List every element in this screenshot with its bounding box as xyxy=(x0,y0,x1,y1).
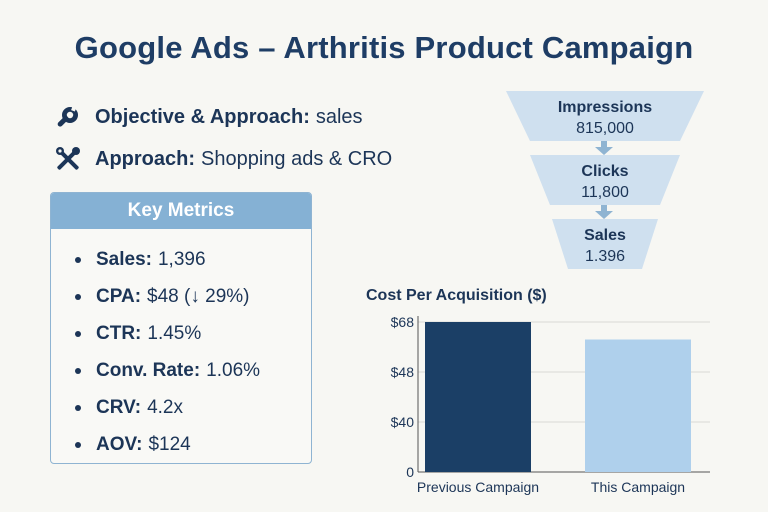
funnel-shape xyxy=(552,219,658,269)
bullet-icon xyxy=(75,367,81,374)
metric-label: CPA: xyxy=(96,285,142,307)
bullet-icon xyxy=(75,256,81,263)
bullet-icon xyxy=(75,441,81,448)
arrow-down-icon xyxy=(595,205,613,219)
funnel-value: 11,800 xyxy=(581,184,629,201)
funnel-label: Impressions xyxy=(557,99,653,116)
key-metrics-header: Key Metrics xyxy=(51,193,311,229)
funnel-fill xyxy=(530,155,680,205)
y-tick-label: 0 xyxy=(406,464,414,480)
metric-label: Sales: xyxy=(96,248,152,270)
metric-value: 1.45% xyxy=(147,322,202,344)
bullet-icon xyxy=(75,330,81,337)
wrench-gear-icon xyxy=(55,104,81,130)
metric-item: AOV: $124 xyxy=(75,426,311,463)
funnel-stage-clicks: Clicks 11,800 xyxy=(530,155,680,205)
bar-1 xyxy=(585,339,691,472)
y-tick-label: $48 xyxy=(391,364,415,380)
objective-value: sales xyxy=(315,105,363,128)
metric-value: $48 (↓ 29%) xyxy=(147,285,250,307)
bullet-icon xyxy=(75,293,81,300)
funnel-label: Clicks xyxy=(581,163,629,180)
approach-value: Shopping ads & CRO xyxy=(201,147,393,170)
cpa-bar-chart: 0 $40 $48 $68 Previous Campaign This Campaign xyxy=(391,314,710,495)
metric-item: CRV: 4.2x xyxy=(75,389,311,426)
metric-item: CTR: 1.45% xyxy=(75,315,311,352)
y-tick-label: $68 xyxy=(391,314,415,330)
tools-icon xyxy=(55,146,81,172)
objective-row: Objective & Approach: sales xyxy=(55,104,363,130)
metric-value: 1,396 xyxy=(157,248,206,270)
funnel-value: 815,000 xyxy=(576,120,634,137)
y-tick-label: $40 xyxy=(391,414,415,430)
metric-value: 4.2x xyxy=(147,396,183,418)
funnel-stage-impressions: Impressions 815,000 xyxy=(506,91,704,141)
chart-title: Cost Per Acquisition ($) xyxy=(366,287,547,304)
funnel-shape xyxy=(530,155,680,205)
metric-label: Conv. Rate: xyxy=(96,359,201,381)
metric-label: AOV: xyxy=(96,433,143,455)
page-title: Google Ads – Arthritis Product Campaign xyxy=(74,30,694,65)
funnel-stage-sales: Sales 1.396 xyxy=(552,219,658,269)
metric-item: CPA: $48 (↓ 29%) xyxy=(75,278,311,315)
metric-item: Sales: 1,396 xyxy=(75,241,311,278)
arrow-down-icon xyxy=(595,141,613,155)
funnel-label: Sales xyxy=(584,227,626,244)
metric-label: CRV: xyxy=(96,396,142,418)
objective-label: Objective & Approach: xyxy=(95,105,310,128)
x-tick-label: Previous Campaign xyxy=(417,479,539,495)
metric-value: $124 xyxy=(148,433,191,455)
x-tick-label: This Campaign xyxy=(591,479,685,495)
key-metrics-panel: Key Metrics Sales: 1,396 CPA: $48 (↓ 29%) … xyxy=(50,192,312,464)
funnel-fill xyxy=(552,219,658,269)
funnel-value: 1.396 xyxy=(584,248,626,265)
key-metrics-list: Sales: 1,396 CPA: $48 (↓ 29%) CTR: 1.45% Co… xyxy=(51,229,311,463)
approach-row: Approach: Shopping ads & CRO xyxy=(55,146,392,172)
funnel-fill xyxy=(506,91,704,141)
metric-label: CTR: xyxy=(96,322,142,344)
bullet-icon xyxy=(75,404,81,411)
metric-item: Conv. Rate: 1.06% xyxy=(75,352,311,389)
metric-value: 1.06% xyxy=(206,359,261,381)
funnel-shape xyxy=(506,91,704,141)
approach-label: Approach: xyxy=(95,147,195,170)
bar-0 xyxy=(425,322,531,472)
